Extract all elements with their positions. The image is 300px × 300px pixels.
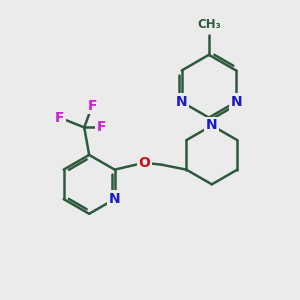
Text: N: N [230,95,242,109]
Text: F: F [55,111,64,124]
Text: F: F [87,99,97,113]
Text: N: N [206,118,218,133]
Text: O: O [138,156,150,170]
Text: N: N [109,192,121,206]
Text: F: F [97,120,107,134]
Text: N: N [176,95,188,109]
Text: CH₃: CH₃ [197,18,221,31]
